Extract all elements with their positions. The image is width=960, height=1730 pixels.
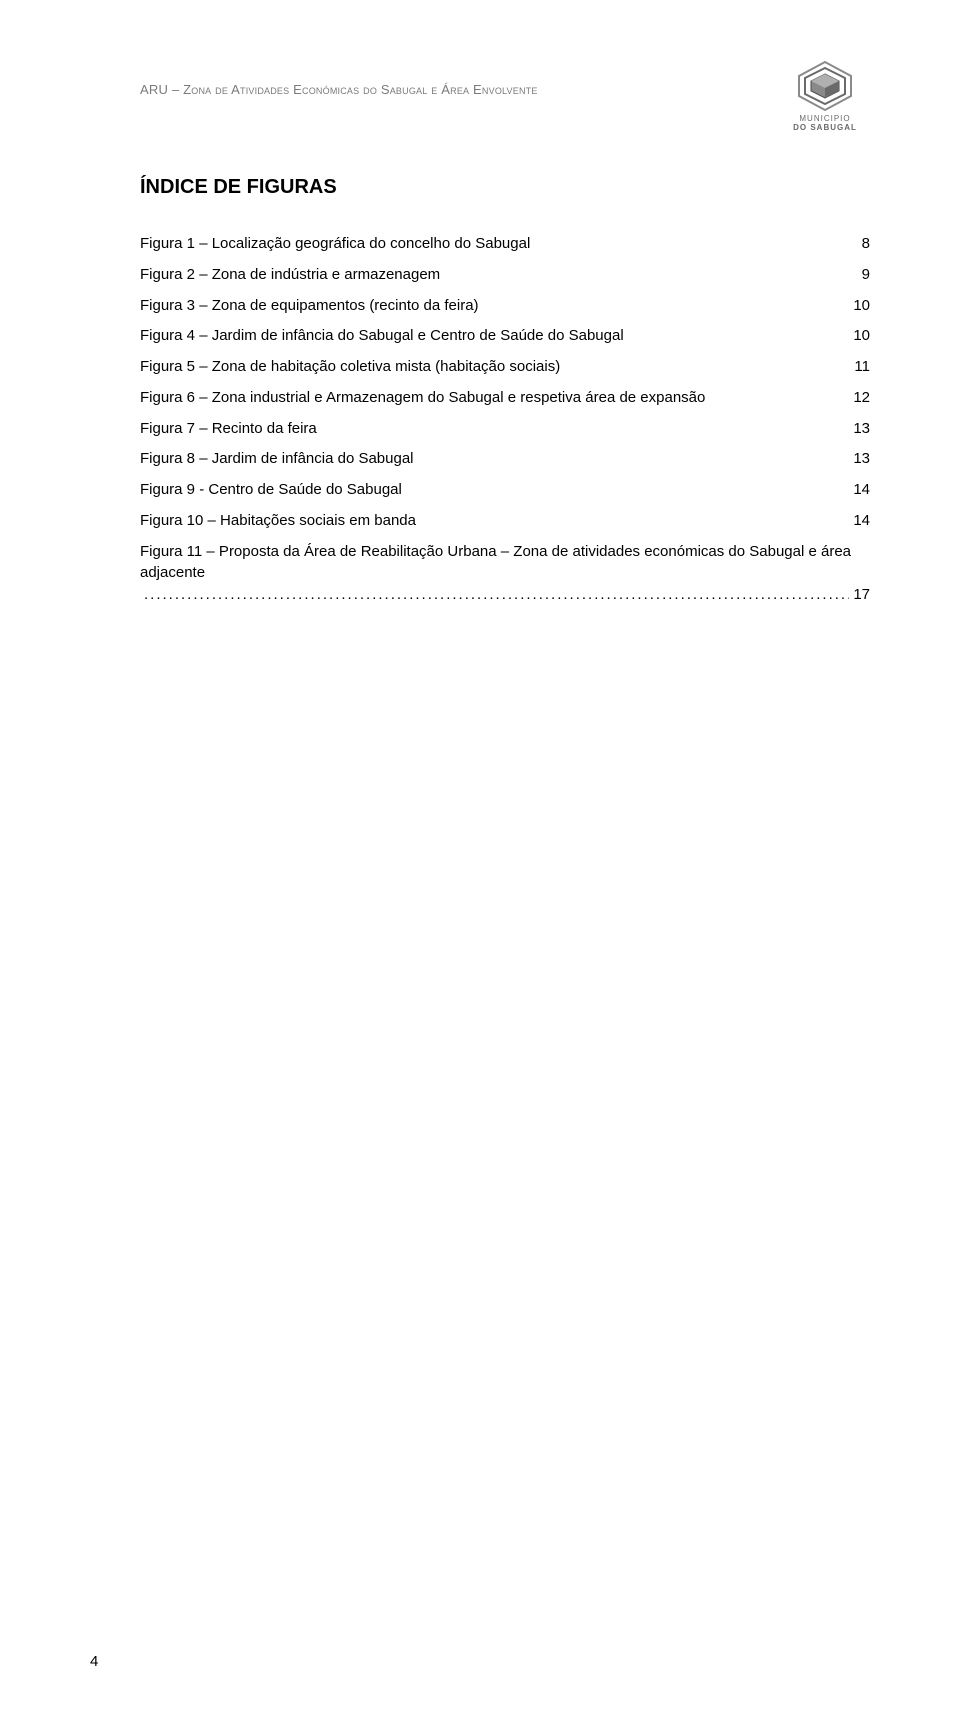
toc-entry: Figura 8 – Jardim de infância do Sabugal… <box>140 448 870 470</box>
toc-page: 12 <box>853 387 870 409</box>
toc-page: 14 <box>853 479 870 501</box>
toc-label: Figura 2 – Zona de indústria e armazenag… <box>140 264 440 286</box>
toc-leader-row: 17 <box>140 584 870 606</box>
toc-label: Figura 1 – Localização geográfica do con… <box>140 233 530 255</box>
section-title: ÍNDICE DE FIGURAS <box>140 176 870 199</box>
header-title: ARU – Zona de Atividades Económicas do S… <box>140 60 538 97</box>
toc-label: Figura 9 - Centro de Saúde do Sabugal <box>140 479 402 501</box>
toc-entry: Figura 10 – Habitações sociais em banda … <box>140 510 870 532</box>
toc-label: Figura 6 – Zona industrial e Armazenagem… <box>140 387 705 409</box>
header-prefix: ARU – <box>140 82 183 97</box>
toc-leader <box>144 584 849 606</box>
toc-entry: Figura 7 – Recinto da feira 13 <box>140 418 870 440</box>
header-smallcaps: Zona de Atividades Económicas do Sabugal… <box>183 82 537 97</box>
toc-page: 17 <box>853 584 870 606</box>
toc-entry: Figura 6 – Zona industrial e Armazenagem… <box>140 387 870 409</box>
toc-entry: Figura 2 – Zona de indústria e armazenag… <box>140 264 870 286</box>
toc-entry: Figura 1 – Localização geográfica do con… <box>140 233 870 255</box>
table-of-figures: Figura 1 – Localização geográfica do con… <box>140 233 870 606</box>
page-header: ARU – Zona de Atividades Económicas do S… <box>140 60 870 132</box>
toc-label: Figura 7 – Recinto da feira <box>140 418 317 440</box>
toc-entry: Figura 11 – Proposta da Área de Reabilit… <box>140 541 870 606</box>
toc-entry: Figura 9 - Centro de Saúde do Sabugal 14 <box>140 479 870 501</box>
logo-caption-1: MUNICIPIO <box>799 114 850 123</box>
logo-icon <box>795 60 855 112</box>
toc-page: 10 <box>853 325 870 347</box>
page-number: 4 <box>90 1653 98 1670</box>
toc-page: 14 <box>853 510 870 532</box>
toc-page: 11 <box>854 356 870 378</box>
toc-label: Figura 8 – Jardim de infância do Sabugal <box>140 448 414 470</box>
logo-caption-2: DO SABUGAL <box>793 123 857 132</box>
toc-entry: Figura 4 – Jardim de infância do Sabugal… <box>140 325 870 347</box>
toc-page: 13 <box>853 418 870 440</box>
toc-page: 8 <box>862 233 870 255</box>
toc-label: Figura 10 – Habitações sociais em banda <box>140 510 416 532</box>
toc-entry: Figura 5 – Zona de habitação coletiva mi… <box>140 356 870 378</box>
toc-label: Figura 4 – Jardim de infância do Sabugal… <box>140 325 624 347</box>
toc-label: Figura 3 – Zona de equipamentos (recinto… <box>140 295 479 317</box>
toc-label: Figura 5 – Zona de habitação coletiva mi… <box>140 356 560 378</box>
page-container: ARU – Zona de Atividades Económicas do S… <box>0 0 960 1730</box>
toc-page: 9 <box>862 264 870 286</box>
toc-entry: Figura 3 – Zona de equipamentos (recinto… <box>140 295 870 317</box>
toc-label: Figura 11 – Proposta da Área de Reabilit… <box>140 541 870 585</box>
municipality-logo: MUNICIPIO DO SABUGAL <box>780 60 870 132</box>
toc-page: 13 <box>853 448 870 470</box>
toc-page: 10 <box>853 295 870 317</box>
